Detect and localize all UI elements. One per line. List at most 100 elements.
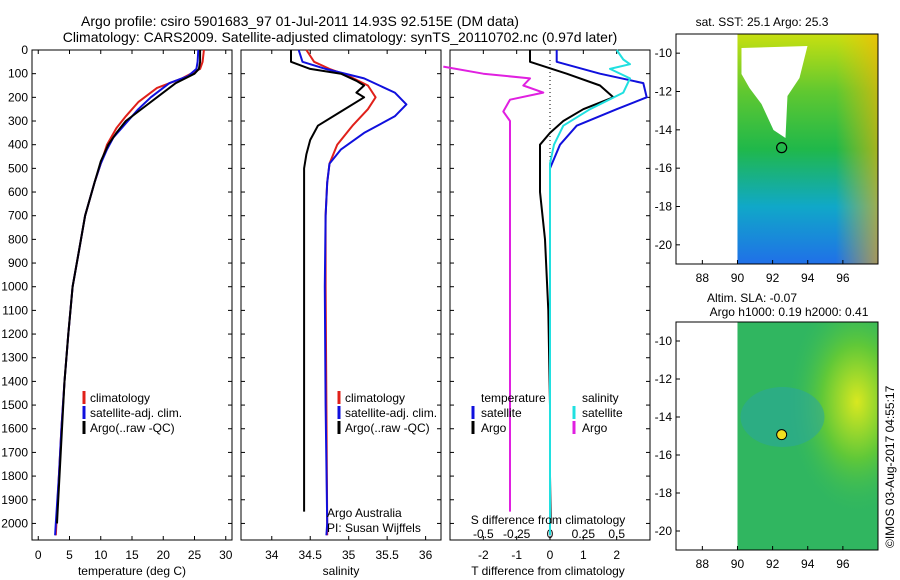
argo-position-marker [776, 142, 788, 154]
salinity-depth-ticks [241, 49, 441, 524]
legend-s-argo: Argo [582, 421, 608, 435]
salinity-lines [290, 49, 408, 536]
depth-tick-label: 600 [8, 185, 28, 199]
map-lat-label: -14 [655, 410, 673, 424]
map-lat-label: -16 [655, 161, 673, 175]
x-tick-label: 30 [219, 548, 233, 562]
difference-legend: temperature salinity satellite Argo sate… [471, 391, 623, 435]
map-lat-label: -10 [655, 46, 673, 60]
difference-depth-ticks [450, 49, 650, 524]
salinity-x-label: salinity [323, 564, 360, 578]
x-tick-label: -1 [511, 548, 522, 562]
s-tick-label: 0.5 [608, 527, 625, 541]
depth-tick-label: 800 [8, 232, 28, 246]
legend-t-argo: Argo [481, 421, 507, 435]
depth-tick-label: 200 [8, 90, 28, 104]
map-lon-label: 92 [766, 271, 780, 285]
sst-map-ticks: 88 90 92 94 96 -10 -12 -14 -16 -18 -20 [655, 46, 850, 285]
legend-satellite: satellite-adj. clim. [90, 406, 182, 420]
map-lat-label: -18 [655, 200, 673, 214]
depth-tick-label: 1600 [1, 422, 28, 436]
map-lon-label: 88 [696, 271, 710, 285]
map-lat-label: -12 [655, 372, 673, 386]
sst-map-title: sat. SST: 25.1 Argo: 25.3 [696, 15, 829, 29]
depth-tick-label: 300 [8, 114, 28, 128]
x-tick-label: 5 [66, 548, 73, 562]
x-tick-label: 35 [342, 548, 356, 562]
depth-tick-label: 100 [8, 67, 28, 81]
depth-tick-label: 1300 [1, 351, 28, 365]
x-tick-label: -2 [478, 548, 489, 562]
map-lat-label: -14 [655, 123, 673, 137]
series-satellite-line [54, 49, 200, 536]
s-tick-label: 0.25 [572, 527, 596, 541]
depth-tick-label: 0 [21, 43, 28, 57]
legend-satellite: satellite-adj. clim. [345, 406, 437, 420]
map-lat-label: -12 [655, 85, 673, 99]
depth-tick-label: 1700 [1, 445, 28, 459]
sla-field [737, 322, 878, 550]
sla-field-low-region [740, 387, 825, 447]
series-climatology-line [305, 49, 377, 536]
figure-title-line-1: Argo profile: csiro 5901683_97 01-Jul-20… [81, 13, 519, 29]
x-tick-label: 20 [157, 548, 171, 562]
map-lon-label: 94 [801, 557, 815, 571]
depth-tick-label: 1800 [1, 469, 28, 483]
legend-argo: Argo(..raw -QC) [345, 421, 430, 435]
s-tick-label: -0.25 [503, 527, 531, 541]
temperature-ticks: 0 5 10 15 20 25 30 [35, 50, 233, 562]
legend-climatology: climatology [345, 391, 405, 405]
x-tick-label: 1 [580, 548, 587, 562]
temperature-x-label: temperature (deg C) [78, 564, 186, 578]
depth-tick-label: 1200 [1, 327, 28, 341]
map-lon-label: 92 [766, 557, 780, 571]
sst-field [737, 34, 878, 264]
x-tick-label: 34.5 [299, 548, 323, 562]
salinity-legend: climatology satellite-adj. clim. Argo(..… [337, 391, 437, 435]
x-tick-label: 2 [613, 548, 620, 562]
depth-tick-label: 500 [8, 161, 28, 175]
figure-title-line-2: Climatology: CARS2009. Satellite-adjuste… [63, 29, 618, 45]
series-s_satellite-line [549, 49, 631, 536]
map-lat-label: -20 [655, 238, 673, 252]
series-t_satellite-line [549, 50, 648, 536]
depth-ticks: 0 100 200 300 400 500 600 700 800 900 1000 1100 1200… [1, 43, 232, 530]
map-lat-label: -16 [655, 448, 673, 462]
sst-map-axes [675, 33, 879, 265]
x-tick-label: 15 [125, 548, 139, 562]
legend-temperature-heading: temperature [481, 391, 546, 405]
x-tick-label: 10 [94, 548, 108, 562]
depth-tick-label: 400 [8, 138, 28, 152]
map-lon-label: 90 [731, 271, 745, 285]
map-lon-label: 90 [731, 557, 745, 571]
t-difference-x-label: T difference from climatology [471, 564, 625, 578]
map-lon-label: 96 [836, 557, 850, 571]
depth-tick-label: 1000 [1, 280, 28, 294]
series-argo-line [56, 50, 202, 524]
salinity-panel: 34 34.5 35 35.5 36 salinity climatology sate… [240, 49, 442, 578]
x-tick-label: 0 [547, 548, 554, 562]
sla-map-ticks: 88 90 92 94 96 -10 -12 -14 -16 -18 -20 [655, 334, 850, 571]
salinity-axes [240, 49, 442, 541]
operator-annotation: Argo Australia [327, 506, 402, 520]
legend-salinity-heading: salinity [582, 391, 619, 405]
map-lat-label: -20 [655, 524, 673, 538]
x-tick-label: 25 [188, 548, 202, 562]
series-s_argo-line [443, 65, 545, 512]
x-tick-label: 0 [35, 548, 42, 562]
temperature-axes [31, 49, 233, 541]
legend-climatology: climatology [90, 391, 150, 405]
difference-panel: -2 -1 0 1 2 -0.5 -0.25 0 0.25 0.5 T difference f… [443, 49, 651, 578]
s-difference-x-label: S difference from climatology [471, 513, 626, 527]
legend-t-satellite: satellite [481, 406, 522, 420]
sst-cloud-mask [741, 46, 808, 138]
depth-tick-label: 700 [8, 209, 28, 223]
sla-map-axes [675, 321, 879, 551]
depth-tick-label: 1400 [1, 374, 28, 388]
temperature-legend: climatology satellite-adj. clim. Argo(..… [82, 391, 182, 435]
legend-argo: Argo(..raw -QC) [90, 421, 175, 435]
imos-credit: ©IMOS 03-Aug-2017 04:55:17 [883, 385, 897, 548]
salinity-ticks: 34 34.5 35 35.5 36 [265, 50, 433, 562]
x-tick-label: 35.5 [375, 548, 399, 562]
